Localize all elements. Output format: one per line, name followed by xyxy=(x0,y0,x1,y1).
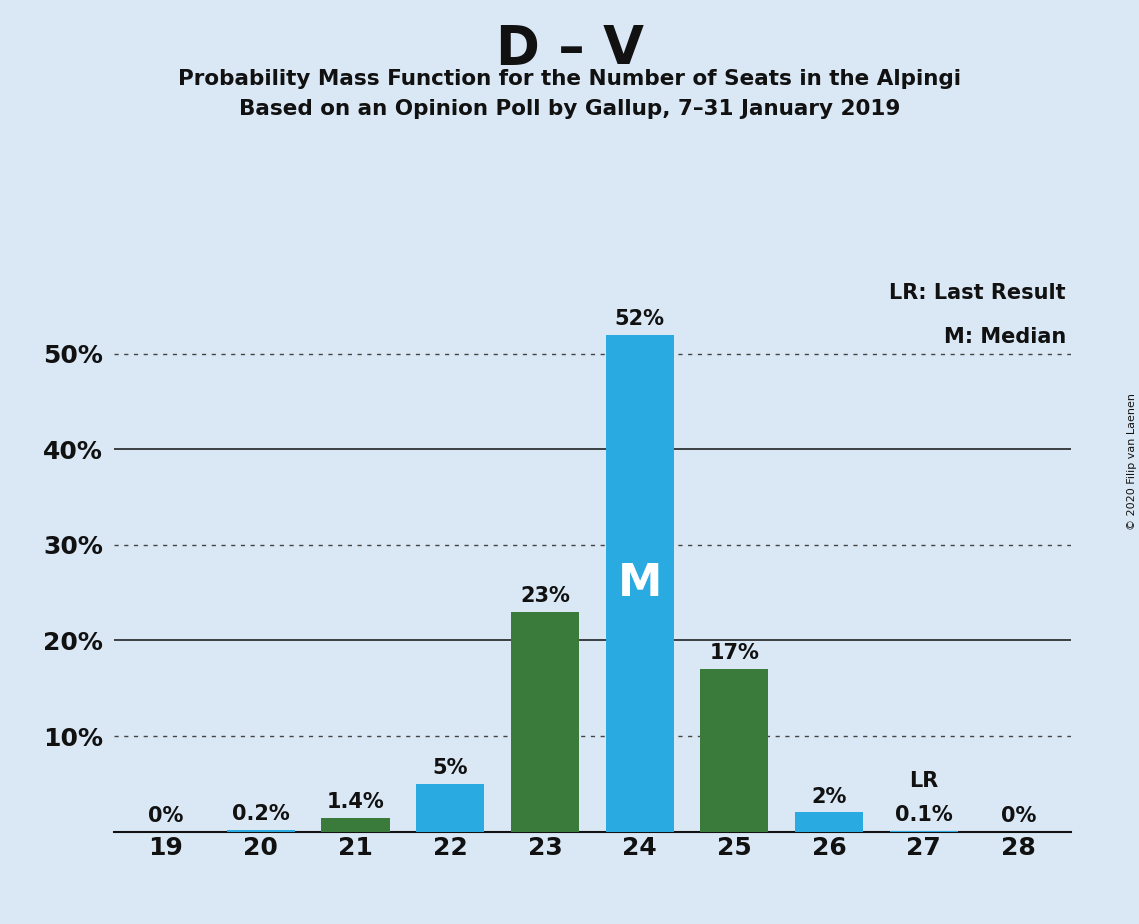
Bar xyxy=(510,612,579,832)
Text: Based on an Opinion Poll by Gallup, 7–31 January 2019: Based on an Opinion Poll by Gallup, 7–31… xyxy=(239,99,900,119)
Text: 0.2%: 0.2% xyxy=(232,804,289,824)
Text: 1.4%: 1.4% xyxy=(327,793,384,812)
Bar xyxy=(606,334,674,832)
Text: 0.1%: 0.1% xyxy=(895,805,952,825)
Text: 0%: 0% xyxy=(148,806,183,826)
Text: 52%: 52% xyxy=(615,309,665,329)
Bar xyxy=(795,812,863,832)
Text: © 2020 Filip van Laenen: © 2020 Filip van Laenen xyxy=(1126,394,1137,530)
Text: 23%: 23% xyxy=(521,586,570,606)
Text: 17%: 17% xyxy=(710,643,760,663)
Text: M: Median: M: Median xyxy=(943,327,1066,347)
Text: 0%: 0% xyxy=(1001,806,1036,826)
Bar xyxy=(227,830,295,832)
Text: LR: LR xyxy=(909,772,939,792)
Text: D – V: D – V xyxy=(495,23,644,75)
Text: M: M xyxy=(617,562,662,604)
Bar xyxy=(890,831,958,832)
Bar xyxy=(700,669,769,832)
Bar xyxy=(321,819,390,832)
Bar xyxy=(416,784,484,832)
Text: 5%: 5% xyxy=(433,758,468,778)
Text: Probability Mass Function for the Number of Seats in the Alpingi: Probability Mass Function for the Number… xyxy=(178,69,961,90)
Text: 2%: 2% xyxy=(811,786,846,807)
Text: LR: Last Result: LR: Last Result xyxy=(890,283,1066,303)
